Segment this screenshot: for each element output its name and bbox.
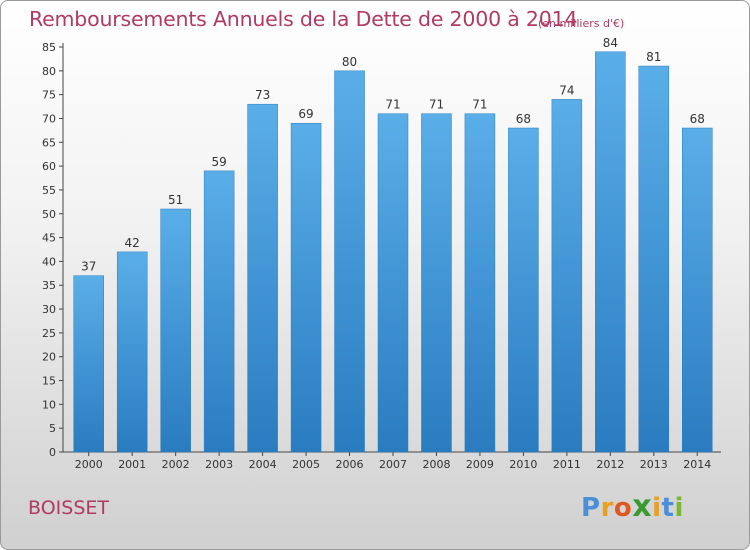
x-tick-label-2006: 2006 [336,458,364,471]
x-tick-label-2014: 2014 [683,458,711,471]
y-tick-label: 45 [42,232,56,245]
logo-letter: P [581,493,601,523]
bar-2011 [551,99,583,453]
logo-letter: x [632,489,653,524]
bar-2012 [595,51,626,453]
value-label-2013: 81 [646,50,661,64]
x-tick-label-2009: 2009 [466,458,494,471]
bar-2008 [421,113,452,453]
x-tick-label-2008: 2008 [422,458,450,471]
y-tick-label: 70 [42,112,56,125]
bar-2006 [334,70,365,453]
y-tick-label: 75 [42,89,56,102]
value-label-2011: 74 [559,83,574,97]
x-tick-label-2013: 2013 [640,458,668,471]
y-tick-label: 15 [42,375,56,388]
value-label-2003: 59 [211,155,226,169]
proxiti-logo[interactable]: Proxiti [581,489,684,524]
value-label-2014: 68 [690,112,705,126]
x-tick-label-2000: 2000 [75,458,103,471]
y-tick-label: 30 [42,303,56,316]
x-tick-label-2010: 2010 [509,458,537,471]
logo-letter: t [661,493,675,523]
value-label-2000: 37 [81,260,96,274]
y-tick-label: 50 [42,208,56,221]
labels: 37 2000 42 2001 51 2002 59 2003 73 2004 69 2005 80 20… [75,36,712,471]
axes: 0 5 10 15 20 25 30 35 40 45 50 55 60 65 70 75 80 85 [42,41,721,459]
value-label-2008: 71 [429,98,444,112]
logo-letter: i [652,493,662,523]
y-tick-label: 55 [42,184,56,197]
y-tick-label: 10 [42,398,56,411]
logo-letter: o [613,493,633,523]
x-tick-label-2004: 2004 [249,458,277,471]
x-tick-label-2002: 2002 [162,458,190,471]
value-label-2010: 68 [516,112,531,126]
logo-letter: i [674,493,684,523]
y-tick-label: 35 [42,279,56,292]
value-label-2004: 73 [255,88,270,102]
bar-2010 [508,127,539,453]
value-label-2012: 84 [603,36,618,50]
y-tick-label: 60 [42,160,56,173]
y-tick-label: 40 [42,255,56,268]
bar-2014 [682,127,713,453]
commune-name: BOISSET [28,497,109,519]
x-tick-label-2005: 2005 [292,458,320,471]
y-tick-label: 20 [42,351,56,364]
value-label-2005: 69 [298,107,313,121]
value-label-2006: 80 [342,55,357,69]
y-tick-label: 5 [49,422,56,435]
y-tick-label: 25 [42,327,56,340]
y-tick-label: 85 [42,41,56,54]
y-tick-label: 80 [42,65,56,78]
bar-2001 [116,251,148,453]
x-tick-label-2012: 2012 [596,458,624,471]
value-label-2009: 71 [472,98,487,112]
bar-2000 [73,275,104,453]
chart-title: Remboursements Annuels de la Dette de 20… [29,7,578,31]
bars [73,51,713,453]
bar-2009 [464,113,496,453]
bar-2003 [203,170,235,453]
bar-2005 [290,122,322,453]
chart-subtitle: (en milliers d'€) [538,17,625,30]
logo-letter: r [600,493,614,523]
x-tick-label-2011: 2011 [553,458,581,471]
bar-2004 [247,103,278,453]
value-label-2007: 71 [385,98,400,112]
y-tick-label: 65 [42,136,56,149]
y-tick-label: 0 [49,446,56,459]
x-tick-label-2003: 2003 [205,458,233,471]
value-label-2001: 42 [125,236,140,250]
value-label-2002: 51 [168,193,183,207]
x-tick-label-2001: 2001 [118,458,146,471]
bar-2013 [638,65,670,453]
x-tick-label-2007: 2007 [379,458,407,471]
bar-2002 [160,208,191,453]
bar-2007 [377,113,409,453]
